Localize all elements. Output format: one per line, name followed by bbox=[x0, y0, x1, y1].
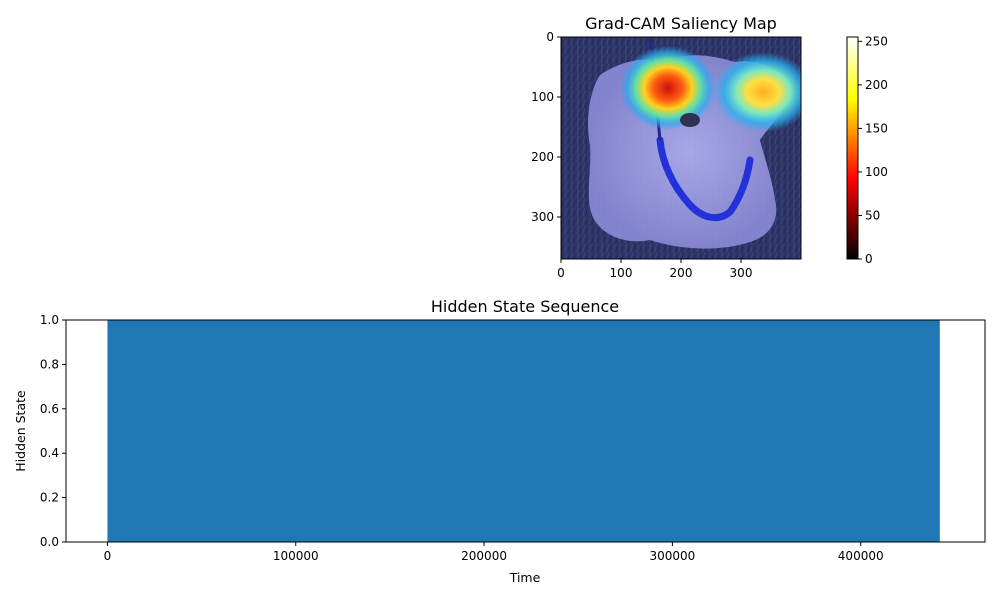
colorbar-tick-label: 0 bbox=[865, 252, 873, 266]
colorbar-tick-label: 200 bbox=[865, 78, 888, 92]
sequence-y-ticks: 0.0 0.2 0.4 0.6 0.8 1.0 bbox=[40, 313, 66, 549]
colorbar-tick-label: 150 bbox=[865, 121, 888, 135]
sequence-frame bbox=[65, 319, 986, 543]
saliency-y-tick-label: 300 bbox=[531, 210, 554, 224]
colorbar-tick-label: 100 bbox=[865, 165, 888, 179]
cam-hotspot-left bbox=[620, 46, 716, 130]
sequence-x-tick-label: 0 bbox=[104, 549, 112, 563]
sequence-y-tick-label: 0.0 bbox=[40, 535, 59, 549]
colorbar-tick-label: 50 bbox=[865, 208, 880, 222]
sequence-x-tick-label: 300000 bbox=[649, 549, 695, 563]
saliency-title: Grad-CAM Saliency Map bbox=[585, 14, 777, 33]
sequence-ylabel: Hidden State bbox=[13, 390, 28, 472]
sequence-x-tick-label: 200000 bbox=[461, 549, 507, 563]
saliency-x-tick-label: 200 bbox=[670, 266, 693, 280]
saliency-x-tick-label: 300 bbox=[730, 266, 753, 280]
sequence-y-tick-label: 0.4 bbox=[40, 446, 59, 460]
sequence-x-tick-label: 400000 bbox=[838, 549, 884, 563]
sequence-y-tick-label: 0.6 bbox=[40, 402, 59, 416]
sequence-x-ticks: 0 100000 200000 300000 400000 bbox=[104, 542, 884, 563]
dog-nose bbox=[680, 113, 700, 127]
colorbar-tick-label: 250 bbox=[865, 34, 888, 48]
cam-hotspot-right bbox=[713, 52, 801, 132]
sequence-xlabel: Time bbox=[509, 570, 541, 585]
harness bbox=[656, 136, 754, 222]
saliency-x-ticks: 0 100 200 300 bbox=[557, 259, 752, 280]
sequence-x-tick-label: 100000 bbox=[273, 549, 319, 563]
sequence-y-tick-label: 0.2 bbox=[40, 491, 59, 505]
saliency-y-tick-label: 0 bbox=[546, 30, 554, 44]
sequence-bar bbox=[107, 320, 940, 542]
saliency-x-tick-label: 100 bbox=[610, 266, 633, 280]
saliency-y-tick-label: 200 bbox=[531, 150, 554, 164]
saliency-x-tick-label: 0 bbox=[557, 266, 565, 280]
saliency-image bbox=[561, 37, 801, 259]
sequence-y-tick-label: 0.8 bbox=[40, 357, 59, 371]
sequence-y-tick-label: 1.0 bbox=[40, 313, 59, 327]
sequence-title: Hidden State Sequence bbox=[431, 297, 619, 316]
colorbar-ticks: 0 50 100 150 200 250 bbox=[858, 34, 888, 266]
saliency-y-ticks: 0 100 200 300 bbox=[531, 30, 561, 224]
colorbar bbox=[846, 36, 859, 260]
sequence-bars bbox=[107, 320, 940, 542]
saliency-y-tick-label: 100 bbox=[531, 90, 554, 104]
